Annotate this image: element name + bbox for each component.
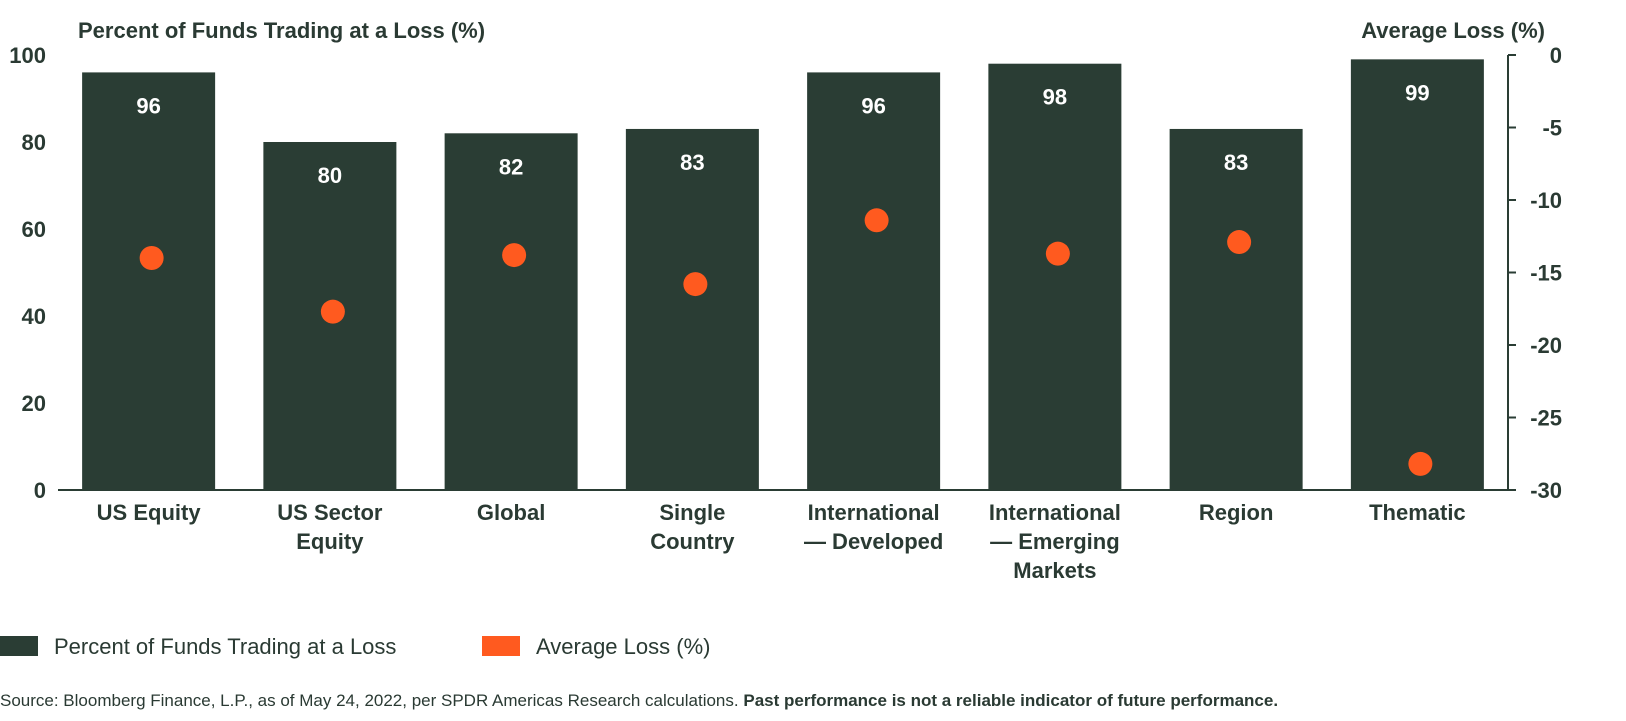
right-tick-label: -5 (1542, 116, 1562, 141)
right-tick-label: -25 (1530, 406, 1562, 431)
left-tick-label: 80 (22, 130, 46, 155)
average-loss-point (1227, 230, 1252, 255)
category-label: US Sector Equity (277, 500, 383, 554)
bar-value-label: 96 (136, 93, 160, 118)
bar-series (82, 59, 1484, 491)
left-tick-label: 20 (22, 391, 46, 416)
bar (807, 72, 941, 491)
category-label: Thematic (1369, 500, 1466, 525)
category-labels: US Equity US Sector Equity Global Single Coun… (97, 500, 1466, 583)
average-loss-point (502, 243, 527, 268)
category-label: International — Emerging Markets (989, 500, 1121, 583)
bar (1350, 59, 1484, 490)
bar-value-label: 83 (1224, 150, 1248, 175)
average-loss-point (139, 246, 164, 270)
right-tick-label: -20 (1530, 333, 1562, 358)
bar-value-label: 96 (861, 93, 885, 118)
left-axis-title: Percent of Funds Trading at a Loss (%) (78, 18, 485, 43)
bar-value-labels: 96 80 82 83 96 98 83 99 (136, 80, 1429, 188)
left-tick-label: 60 (22, 217, 46, 242)
right-axis-title: Average Loss (%) (1361, 18, 1545, 43)
legend: Percent of Funds Trading at a Loss Avera… (0, 634, 710, 659)
right-axis-ticks: 0 -5 -10 -15 -20 -25 -30 (1508, 43, 1562, 503)
bar-value-label: 82 (499, 154, 523, 179)
disclaimer-text: Past performance is not a reliable indic… (743, 691, 1279, 710)
bar (625, 128, 759, 490)
left-tick-label: 40 (22, 304, 46, 329)
combo-chart: Percent of Funds Trading at a Loss (%) A… (0, 18, 1562, 659)
category-label: US Equity (97, 500, 202, 525)
category-label: International — Developed (804, 500, 943, 554)
legend-label-bar: Percent of Funds Trading at a Loss (54, 634, 396, 659)
average-loss-point (1045, 241, 1070, 266)
average-loss-point (683, 272, 708, 297)
average-loss-point (1408, 451, 1433, 476)
average-loss-point (864, 208, 889, 233)
left-axis-ticks: 0 20 40 60 80 100 (9, 43, 46, 503)
left-tick-label: 0 (34, 478, 46, 503)
right-tick-label: 0 (1550, 43, 1562, 68)
average-loss-series (139, 208, 1433, 476)
bar (444, 133, 578, 491)
bar-value-label: 80 (318, 163, 342, 188)
right-tick-label: -10 (1530, 188, 1562, 213)
legend-swatch-point (482, 636, 520, 656)
right-tick-label: -15 (1530, 261, 1562, 286)
category-label: Single Country (650, 500, 735, 554)
bar (82, 72, 216, 491)
category-label: Region (1199, 500, 1274, 525)
source-text: Source: Bloomberg Finance, L.P., as of M… (0, 691, 739, 710)
bar-value-label: 83 (680, 150, 704, 175)
bar (988, 63, 1122, 490)
bar-value-label: 98 (1043, 85, 1067, 110)
bar-value-label: 99 (1405, 80, 1429, 105)
legend-swatch-bar (0, 636, 38, 656)
source-note: Source: Bloomberg Finance, L.P., as of M… (0, 691, 1278, 711)
left-tick-label: 100 (9, 43, 46, 68)
right-tick-label: -30 (1530, 478, 1562, 503)
average-loss-point (320, 299, 345, 324)
bar (1169, 128, 1303, 490)
legend-label-point: Average Loss (%) (536, 634, 710, 659)
category-label: Global (477, 500, 545, 525)
